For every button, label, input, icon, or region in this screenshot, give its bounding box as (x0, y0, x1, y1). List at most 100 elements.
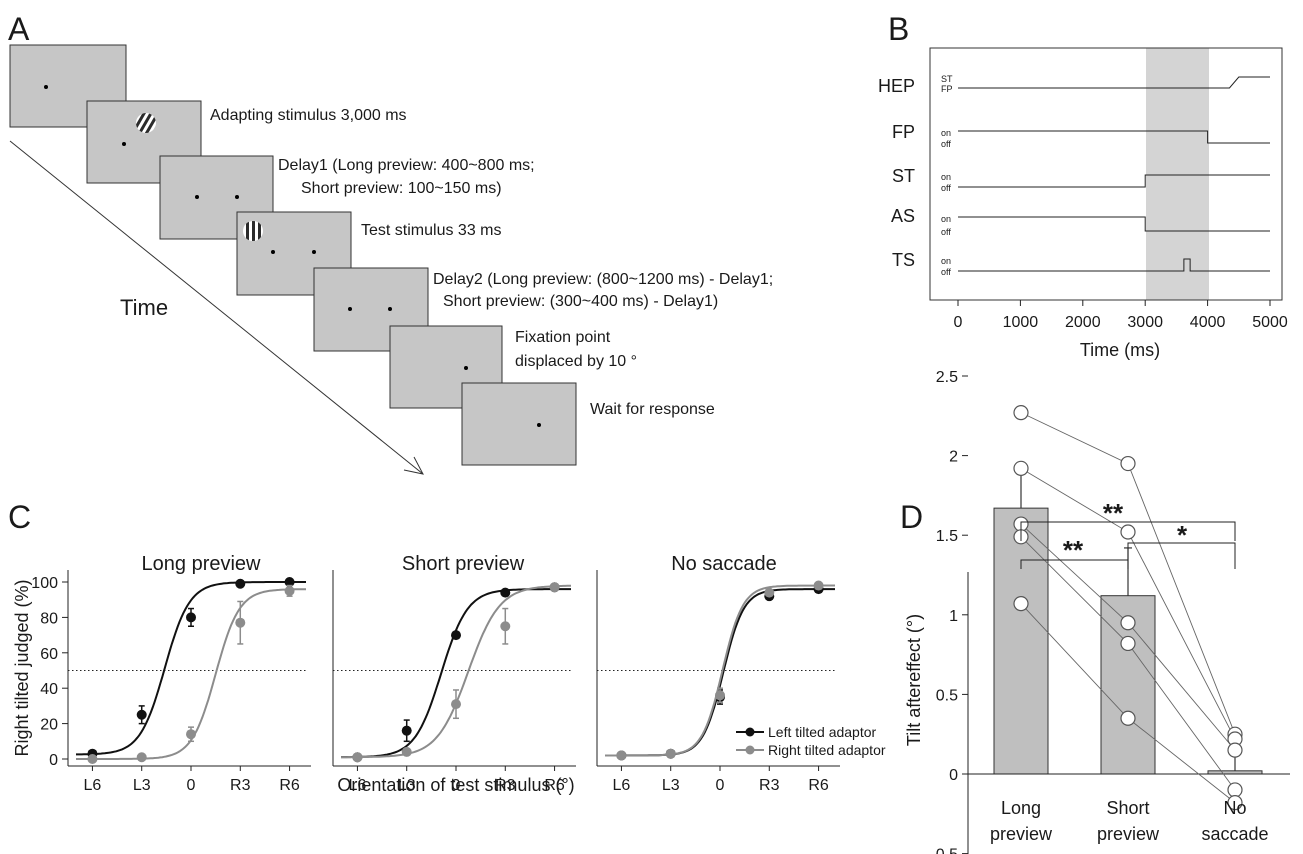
psychometric-x-tick-label: R3 (759, 777, 780, 794)
data-point-right (715, 690, 725, 701)
timing-tick-label: 3000 (1127, 314, 1163, 331)
psychometric-x-tick-label: L3 (133, 777, 151, 794)
psychometric-x-tick-label: R6 (808, 777, 829, 794)
fit-curve-left (76, 581, 306, 756)
psychometric-subplots: Long preview L6 L3 0 R3 R6 Short preview L6 L3 0 R… (67, 553, 840, 794)
data-point-left (235, 578, 246, 589)
event-label-fixation-displaced: displaced by 10 ° (515, 353, 637, 370)
legend-marker-right (745, 745, 755, 755)
aftereffect-y-tick-label: 0.5 (936, 687, 958, 704)
trace-st (958, 174, 1270, 188)
time-label: Time (120, 295, 168, 320)
aftereffect-y-ticks: -0.5 0 0.5 1 1.5 2 2.5 (930, 369, 969, 854)
screen-7 (461, 382, 577, 466)
subject-point (1120, 455, 1136, 472)
data-point-left (451, 630, 461, 641)
psychometric-x-tick-label: R6 (544, 777, 565, 794)
psychometric-y-tick-label: 80 (40, 610, 58, 627)
event-label-adapting: Adapting stimulus 3,000 ms (210, 107, 407, 124)
data-point-right (813, 580, 824, 591)
aftereffect-y-tick-label: -0.5 (930, 847, 958, 854)
fixation-dot (464, 366, 468, 370)
psychometric-y-tick-label: 0 (49, 752, 58, 769)
timing-state-low: FP (941, 84, 953, 94)
timing-tick-label: 0 (954, 314, 963, 331)
category-label-line2: preview (1097, 824, 1160, 844)
bar-1 (993, 507, 1049, 775)
fixation-dot (348, 307, 352, 311)
trace-fp (958, 130, 1270, 144)
subject-point (1227, 742, 1243, 758)
timing-state-low: off (941, 227, 951, 237)
data-point-right (616, 750, 627, 761)
timing-shade (1146, 48, 1209, 300)
psychometric-x-tick-label: L6 (613, 777, 631, 794)
psychometric-y-tick-label: 100 (31, 575, 58, 592)
data-point-right (352, 752, 363, 763)
trace-as (958, 216, 1270, 232)
panel-letter-b: B (888, 11, 909, 47)
legend-label-left: Left tilted adaptor (768, 724, 877, 740)
data-point-left (401, 725, 412, 736)
data-point-left (284, 577, 295, 587)
bracket-long-vs-no (1020, 521, 1236, 541)
psychometric-x-tick-label: 0 (452, 777, 461, 794)
significance-brackets: **** * (1020, 498, 1236, 569)
category-label-line2: saccade (1201, 824, 1268, 844)
timing-tick-label: 2000 (1065, 314, 1101, 331)
psychometric-x-tick-label: R3 (230, 777, 251, 794)
subject-point (1227, 795, 1243, 811)
psychometric-x-tick-label: L3 (398, 777, 416, 794)
psychometric-y-label: Right tilted judged (%) (12, 579, 32, 756)
sig-long-vs-short: ** (1063, 535, 1084, 565)
sig-short-vs-no: * (1177, 520, 1188, 550)
psychometric-y-tick-label: 60 (40, 646, 58, 663)
target-dot (312, 250, 316, 254)
sig-long-vs-no: ** (1103, 498, 1124, 528)
psychometric-subplot-3: No saccade L6 L3 0 R3 R6 (596, 553, 840, 794)
aftereffect-categories: Long preview Short preview No saccade (990, 798, 1269, 844)
data-point-right (500, 621, 511, 632)
event-label-wait: Wait for response (590, 401, 715, 418)
category-label-line1: Long (1001, 798, 1041, 818)
psychometric-x-tick-label: 0 (716, 777, 725, 794)
event-label-fixation: Fixation point (515, 329, 611, 346)
category-label-line2: preview (990, 824, 1053, 844)
subject-point (1013, 460, 1029, 476)
data-point-right (549, 582, 560, 593)
aftereffect-plot (968, 405, 1290, 811)
timing-state-high: on (941, 256, 951, 266)
data-point-right (284, 585, 295, 596)
timing-channel-fp: FP (892, 122, 915, 142)
data-point-left (186, 612, 196, 623)
panel-letter-a: A (8, 11, 30, 47)
psychometric-x-tick-label: L6 (84, 777, 102, 794)
panel-d: D Tilt aftereffect (°) -0.500.511.522.5 … (900, 369, 1290, 854)
psychometric-x-tick-label: 0 (187, 777, 196, 794)
data-point-left (136, 709, 147, 720)
psychometric-y-tick-label: 40 (40, 681, 58, 698)
target-dot (235, 195, 239, 199)
test-grating (243, 221, 263, 241)
psychometric-subplot-title: Short preview (402, 553, 525, 575)
timing-state-high: on (941, 128, 951, 138)
aftereffect-y-tick-label: 2.5 (936, 369, 958, 386)
data-point-right (665, 748, 676, 759)
target-dot (388, 307, 392, 311)
fixation-dot (195, 195, 199, 199)
timing-x-label: Time (ms) (1080, 340, 1160, 360)
subject-point (1120, 524, 1136, 540)
subject-point (1013, 596, 1029, 612)
bracket-short-vs-no (1127, 542, 1236, 569)
timing-state-low: off (941, 267, 951, 277)
data-point-right (87, 754, 98, 764)
timing-channel-hep: HEP (878, 76, 915, 96)
panel-a: A (8, 11, 773, 475)
event-label-delay2-short: Short preview: (300~400 ms) - Delay1) (443, 293, 718, 310)
timing-state-high: on (941, 172, 951, 182)
fixation-dot (122, 142, 126, 146)
psychometric-y-ticks: 0 20 40 60 80 100 (31, 575, 68, 769)
psychometric-x-tick-label: R3 (495, 777, 516, 794)
